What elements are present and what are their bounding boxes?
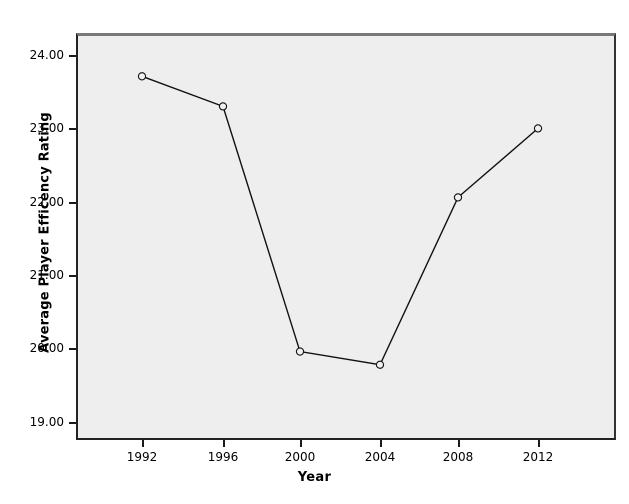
y-tick-label: 19.00 xyxy=(29,415,64,429)
plot-area xyxy=(76,33,616,440)
x-tick-mark xyxy=(538,440,540,447)
marker-group xyxy=(137,72,543,369)
x-tick-mark xyxy=(458,440,460,447)
x-tick-mark xyxy=(380,440,382,447)
y-tick-mark xyxy=(69,202,76,204)
series-line xyxy=(141,75,539,366)
data-point-marker xyxy=(137,72,147,81)
x-tick-mark xyxy=(300,440,302,447)
y-tick-mark xyxy=(69,128,76,130)
y-tick-label: 22.00 xyxy=(29,195,64,209)
x-tick-mark xyxy=(223,440,225,447)
y-tick-label: 20.00 xyxy=(29,341,64,355)
x-tick-label: 2012 xyxy=(522,450,554,464)
x-tick-label: 2004 xyxy=(364,450,396,464)
data-point-marker xyxy=(218,102,228,111)
y-tick-label: 21.00 xyxy=(29,268,64,282)
data-point-marker xyxy=(375,360,385,369)
y-axis-title: Average Player Efficency Rating xyxy=(37,112,53,353)
y-tick-label: 23.00 xyxy=(29,121,64,135)
data-series-layer xyxy=(137,72,543,369)
y-tick-mark xyxy=(69,422,76,424)
x-axis-title: Year xyxy=(297,470,332,485)
x-tick-label: 1992 xyxy=(126,450,158,464)
y-tick-mark xyxy=(69,55,76,57)
x-tick-label: 2000 xyxy=(284,450,316,464)
y-tick-label: 24.00 xyxy=(29,48,64,62)
data-point-marker xyxy=(453,193,463,202)
y-tick-mark xyxy=(69,275,76,277)
data-point-marker xyxy=(533,124,543,133)
x-tick-mark xyxy=(142,440,144,447)
x-tick-label: 1996 xyxy=(207,450,239,464)
x-tick-label: 2008 xyxy=(442,450,474,464)
data-point-marker xyxy=(295,347,305,356)
y-tick-mark xyxy=(69,348,76,350)
